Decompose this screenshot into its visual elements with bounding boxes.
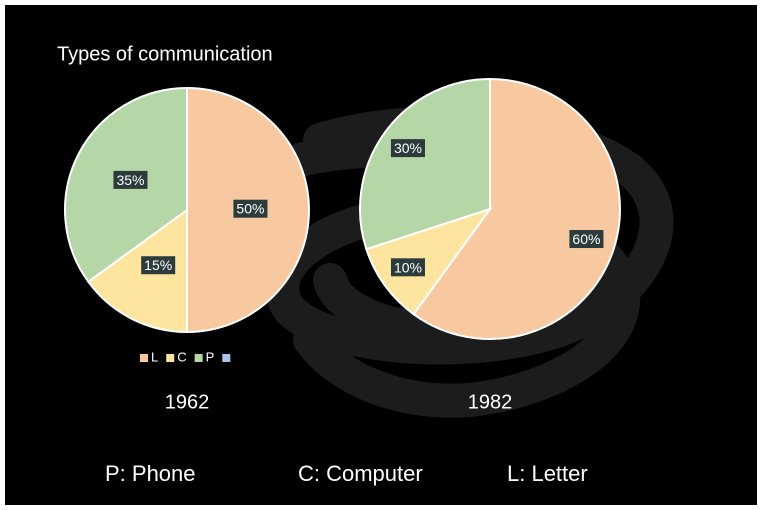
pie-slice	[412, 77, 621, 340]
data-label-box	[390, 139, 425, 158]
data-label-box	[113, 170, 148, 189]
footer-note: L: Letter	[507, 461, 588, 486]
legend-label: C	[177, 349, 186, 364]
legend-label: P	[206, 349, 215, 364]
pie-caption: 1982	[468, 391, 513, 413]
legend-swatch	[222, 354, 231, 362]
title: Types of communication	[57, 43, 273, 65]
data-label: 50%	[236, 201, 264, 217]
data-label: 30%	[394, 140, 422, 156]
data-label: 10%	[394, 259, 422, 275]
data-label: 15%	[144, 257, 172, 273]
legend-swatch	[194, 354, 203, 362]
data-label-box	[569, 230, 604, 249]
footer-note: C: Computer	[298, 461, 423, 486]
pie-slice	[359, 77, 491, 251]
footer-note: P: Phone	[105, 461, 196, 486]
legend-swatch	[166, 354, 175, 362]
pie-slice	[365, 207, 493, 316]
data-label-box	[233, 199, 268, 218]
footer: P: Phone C: Computer L: Letter	[105, 461, 588, 486]
legend-swatch	[140, 354, 148, 362]
data-label: 35%	[116, 172, 144, 188]
data-label-box	[390, 258, 425, 277]
pie-slice	[86, 208, 188, 334]
pie-caption: 1962	[165, 391, 210, 413]
data-label-box	[141, 256, 176, 275]
legend-label: L	[151, 349, 158, 364]
data-label: 60%	[572, 231, 600, 247]
